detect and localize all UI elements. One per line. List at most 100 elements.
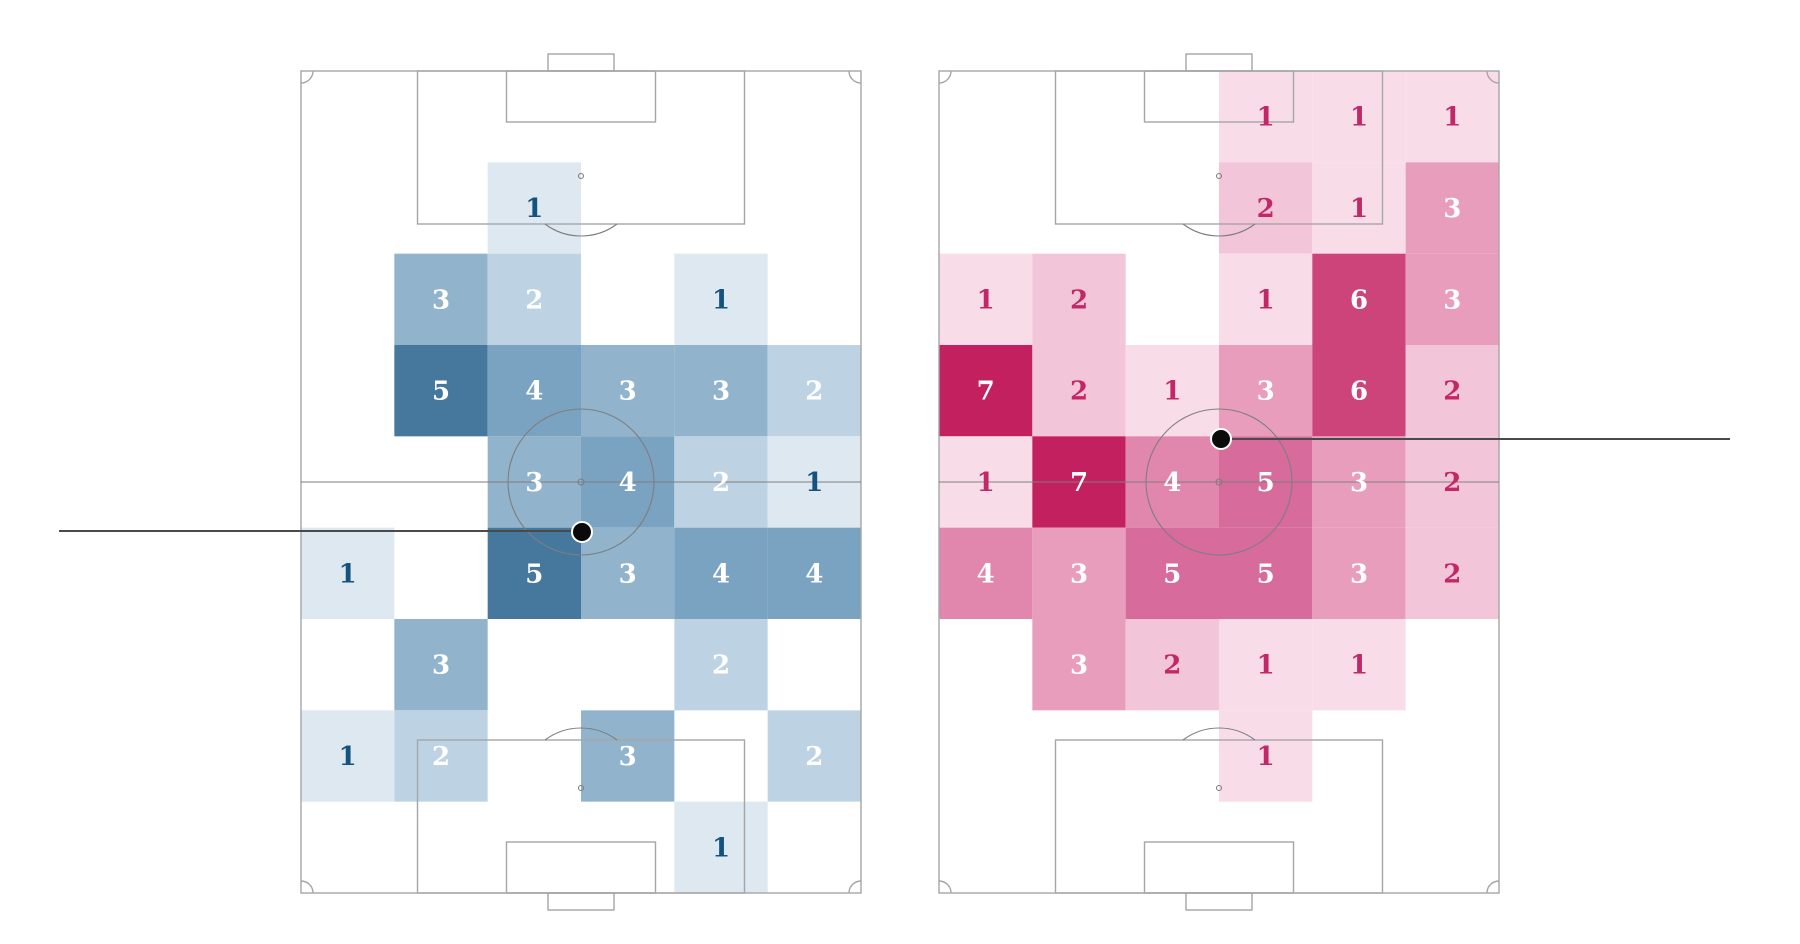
heat-cell-values: 1 1 1 2 1 3 1 2 1 6 3 7 2 1 3 6 2 1 7 4 5 3 2 4 3 5 5 3 2 3 2 1 1 1	[977, 103, 1462, 772]
heat-cell-value: 5	[1257, 468, 1275, 498]
heat-cell-value: 1	[1257, 285, 1275, 315]
corner-arc-top-right	[848, 70, 862, 84]
heat-cell	[674, 345, 768, 437]
heat-cell-value: 6	[1350, 285, 1368, 315]
heat-cell-value: 5	[525, 559, 543, 589]
heat-cell	[767, 345, 861, 437]
heat-cell-value: 3	[1350, 468, 1368, 498]
center-spot	[1215, 478, 1223, 486]
heat-cells-pink	[939, 71, 1499, 802]
heat-cell	[1312, 527, 1406, 619]
heat-cell	[767, 527, 861, 619]
heat-cell-value: 2	[805, 742, 823, 772]
heat-cell-value: 1	[339, 742, 357, 772]
heat-cell-value: 3	[432, 285, 450, 315]
penalty-arc-top	[1182, 223, 1256, 237]
heat-cell-value: 1	[712, 285, 730, 315]
heat-cell-value: 5	[1163, 559, 1181, 589]
heat-cell	[1312, 71, 1406, 163]
heat-cell-value: 3	[1257, 377, 1275, 407]
heat-cell-value: 2	[1070, 377, 1088, 407]
goal-bottom	[1185, 892, 1253, 911]
heat-cell	[1032, 253, 1126, 345]
heat-cell-value: 4	[977, 559, 995, 589]
heat-cell	[1405, 253, 1499, 345]
heat-cell	[581, 527, 675, 619]
heat-cell	[1219, 162, 1313, 254]
penalty-spot-bottom	[577, 784, 585, 792]
goal-top	[547, 53, 615, 72]
heat-cell-value: 2	[1443, 559, 1461, 589]
corner-arc-bottom-left	[938, 880, 952, 894]
heat-cell-value: 3	[619, 377, 637, 407]
penalty-spot-top	[1215, 172, 1223, 180]
heat-cell-value: 4	[525, 377, 543, 407]
heat-cell-value: 1	[1257, 103, 1275, 133]
heat-cell	[487, 162, 581, 254]
heat-cell	[1219, 527, 1313, 619]
penalty-spot-top	[577, 172, 585, 180]
heat-cell-value: 3	[1443, 285, 1461, 315]
heat-cell-value: 3	[432, 651, 450, 681]
heat-cell	[1405, 71, 1499, 163]
heat-cell	[487, 345, 581, 437]
heat-cell	[1125, 527, 1219, 619]
heat-cell-value: 1	[712, 833, 730, 863]
heat-cell-value: 4	[805, 559, 823, 589]
heat-cell	[1405, 527, 1499, 619]
heat-cell-value: 1	[1350, 194, 1368, 224]
pitch-right: 1 1 1 2 1 3 1 2 1 6 3 7 2 1 3 6 2 1 7 4 5 3 2 4 3 5 5 3 2 3 2 1 1 1	[938, 53, 1500, 911]
heat-cell	[301, 710, 395, 802]
heat-cell	[1219, 619, 1313, 711]
heat-cell	[1125, 345, 1219, 437]
heat-cell-value: 3	[619, 742, 637, 772]
heat-cell-value: 1	[1443, 103, 1461, 133]
heat-cell-value: 2	[1443, 377, 1461, 407]
heat-cell-value: 1	[1350, 103, 1368, 133]
heat-cell-value: 2	[432, 742, 450, 772]
heat-cell-value: 3	[525, 468, 543, 498]
heat-cell-value: 1	[1163, 377, 1181, 407]
heat-cell-value: 1	[339, 559, 357, 589]
heat-cell	[487, 527, 581, 619]
corner-arc-top-right	[1486, 70, 1500, 84]
heat-cell	[487, 253, 581, 345]
corner-arc-bottom-left	[300, 880, 314, 894]
heat-cell-value: 1	[805, 468, 823, 498]
heat-cell-value: 5	[1257, 559, 1275, 589]
heat-cell	[674, 253, 768, 345]
corner-arc-bottom-right	[1486, 880, 1500, 894]
goal-bottom	[547, 892, 615, 911]
heat-cell	[1032, 619, 1126, 711]
heat-cell	[1219, 345, 1313, 437]
annotations	[59, 428, 1730, 543]
heat-cell-value: 2	[1163, 651, 1181, 681]
penalty-spot-bottom	[1215, 784, 1223, 792]
heat-cell-value: 2	[1443, 468, 1461, 498]
heat-cell	[1219, 71, 1313, 163]
heat-cell-value: 2	[1257, 194, 1275, 224]
heat-cell-value: 1	[977, 468, 995, 498]
heat-cell	[394, 253, 488, 345]
heat-cell	[581, 710, 675, 802]
heat-cell	[1312, 162, 1406, 254]
heat-cell	[581, 345, 675, 437]
heat-cell-value: 4	[619, 468, 637, 498]
heat-cell	[939, 527, 1033, 619]
penalty-arc-top	[544, 223, 618, 237]
heat-cell-value: 1	[1257, 651, 1275, 681]
heat-cell	[1032, 345, 1126, 437]
center-circle	[507, 408, 655, 556]
pitch-left: 1 3 2 1 5 4 3 3 2 3 4 2 1 1 5 3 4 4 3 2 1 2 3 2 1	[300, 53, 862, 911]
heat-cell	[1405, 345, 1499, 437]
pitch-markings	[938, 53, 1500, 911]
heat-cell-value: 2	[525, 285, 543, 315]
heat-cell-value: 1	[977, 285, 995, 315]
heat-cell-value: 4	[712, 559, 730, 589]
corner-arc-top-left	[300, 70, 314, 84]
pitch-markings	[300, 53, 862, 911]
center-spot	[577, 478, 585, 486]
heat-cell	[1032, 527, 1126, 619]
